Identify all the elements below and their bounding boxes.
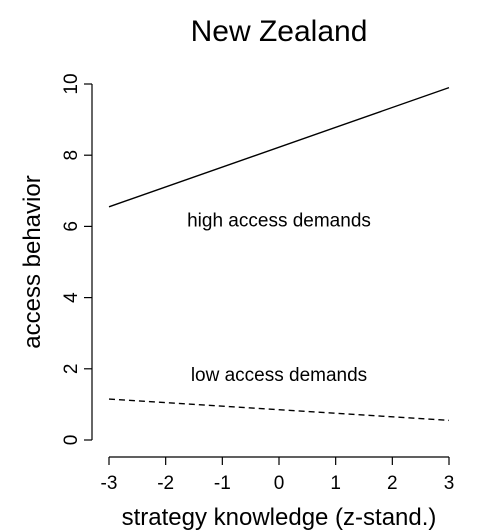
x-tick-label: 3 (444, 473, 455, 494)
x-axis-label: strategy knowledge (z-stand.) (122, 504, 437, 531)
y-tick-label: 6 (61, 221, 82, 232)
x-tick-label: -3 (101, 473, 118, 494)
x-tick-label: -2 (157, 473, 174, 494)
series-layer (108, 86, 450, 422)
series-line-solid (108, 86, 450, 208)
x-tick-label: 0 (274, 473, 285, 494)
annotation-layer: high access demands low access demands (187, 210, 371, 386)
series-line-dashed (108, 398, 450, 422)
x-tick-label: 1 (330, 473, 341, 494)
annotation-label: low access demands (191, 365, 367, 386)
y-tick-label: 0 (61, 435, 82, 446)
y-axis: 0 2 4 6 8 10 (61, 73, 93, 446)
chart-title: New Zealand (191, 15, 368, 48)
x-tick-label: 2 (387, 473, 398, 494)
y-tick-label: 2 (61, 364, 82, 375)
x-axis: -3 -2 -1 0 1 2 3 (101, 456, 455, 494)
y-tick-label: 10 (61, 73, 82, 94)
y-tick-label: 4 (61, 292, 82, 303)
y-tick-label: 8 (61, 150, 82, 161)
x-tick-label: -1 (214, 473, 231, 494)
y-axis-label: access behavior (19, 175, 46, 348)
annotation-label: high access demands (187, 210, 371, 231)
